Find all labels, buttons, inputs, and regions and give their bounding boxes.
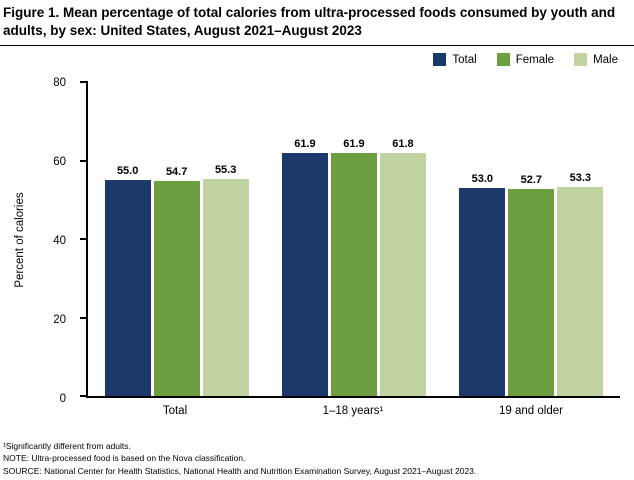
legend-label: Male [593,53,618,66]
bar-group: 61.9 61.9 61.8 [281,82,426,396]
figure-title: Figure 1. Mean percentage of total calor… [0,0,634,47]
y-tick-mark [80,238,88,240]
legend-label: Total [452,53,477,66]
y-tick-label: 80 [53,77,66,89]
legend: Total Female Male [433,53,618,66]
bar-total [281,153,328,396]
y-tick-mark [80,81,88,83]
bar-female [153,181,200,396]
bar-male [202,178,249,396]
bar-value-label: 52.7 [520,174,543,187]
y-axis-tick-labels: 0 20 40 60 80 [38,77,76,405]
legend-swatch [496,53,510,66]
bar-female [330,153,377,396]
bar-value-label: 61.9 [294,138,316,151]
x-category-label: 19 and older [499,405,563,417]
bar-wrap: 55.3 [202,82,249,396]
footnote-line: ¹Significantly different from adults. [3,441,131,452]
legend-item: Male [574,53,618,66]
y-tick-label: 0 [59,393,66,405]
bar-wrap: 55.0 [104,82,151,396]
bar-wrap: 53.3 [557,82,604,396]
legend-item: Total [433,53,477,66]
plot-wrap: Percent of calories 0 20 40 60 80 55.0 54.7 55… [14,77,620,405]
y-tick-label: 20 [53,314,66,326]
legend-item: Female [496,53,555,66]
footnotes: ¹Significantly different from adults. NOT… [3,440,476,477]
y-tick-mark [80,395,88,397]
y-tick-mark [80,159,88,162]
bar-total [104,180,151,396]
legend-swatch [433,53,447,66]
bar-wrap: 52.7 [508,82,555,396]
bar-value-label: 61.9 [343,138,365,151]
bar-male [379,153,426,396]
bar-value-label: 53.0 [471,172,494,185]
plot-area: 55.0 54.7 55.3 61.9 61.9 61.8 53.0 52.7 53.3 [80,81,620,398]
bar-wrap: 53.0 [459,82,506,396]
footnote-line: SOURCE: National Center for Health Stati… [3,465,477,476]
legend-label: Female [515,53,555,66]
bar-wrap: 61.8 [379,82,426,396]
bar-value-label: 61.8 [392,138,414,151]
bar-value-label: 53.3 [569,171,592,184]
bar-wrap: 61.9 [281,82,328,396]
bar-value-label: 54.7 [165,166,188,179]
bar-chart: Total Female Male Percent of calories 0 20 4… [0,44,634,432]
y-tick-label: 40 [53,235,66,247]
bar-wrap: 54.7 [153,82,200,396]
legend-swatch [574,53,588,66]
x-category-label: Total [162,405,188,417]
bar-value-label: 55.0 [116,165,139,178]
x-axis-labels: Total 1–18 years¹ 19 and older [86,405,620,417]
bar-group: 55.0 54.7 55.3 [104,82,249,396]
bar-value-label: 55.3 [214,163,237,176]
bars-row: 55.0 54.7 55.3 61.9 61.9 61.8 53.0 52.7 53.3 [88,82,620,396]
bar-total [459,187,506,396]
bar-group: 53.0 52.7 53.3 [459,82,604,396]
bar-female [508,189,555,396]
bar-wrap: 61.9 [330,82,377,396]
y-tick-mark [80,316,88,319]
footnote-line: NOTE: Ultra-processed food is based on t… [3,453,246,464]
y-tick-label: 60 [53,156,66,168]
x-category-label: 1–18 years¹ [322,405,384,417]
bar-male [557,186,604,396]
y-axis-title: Percent of calories [14,192,26,288]
